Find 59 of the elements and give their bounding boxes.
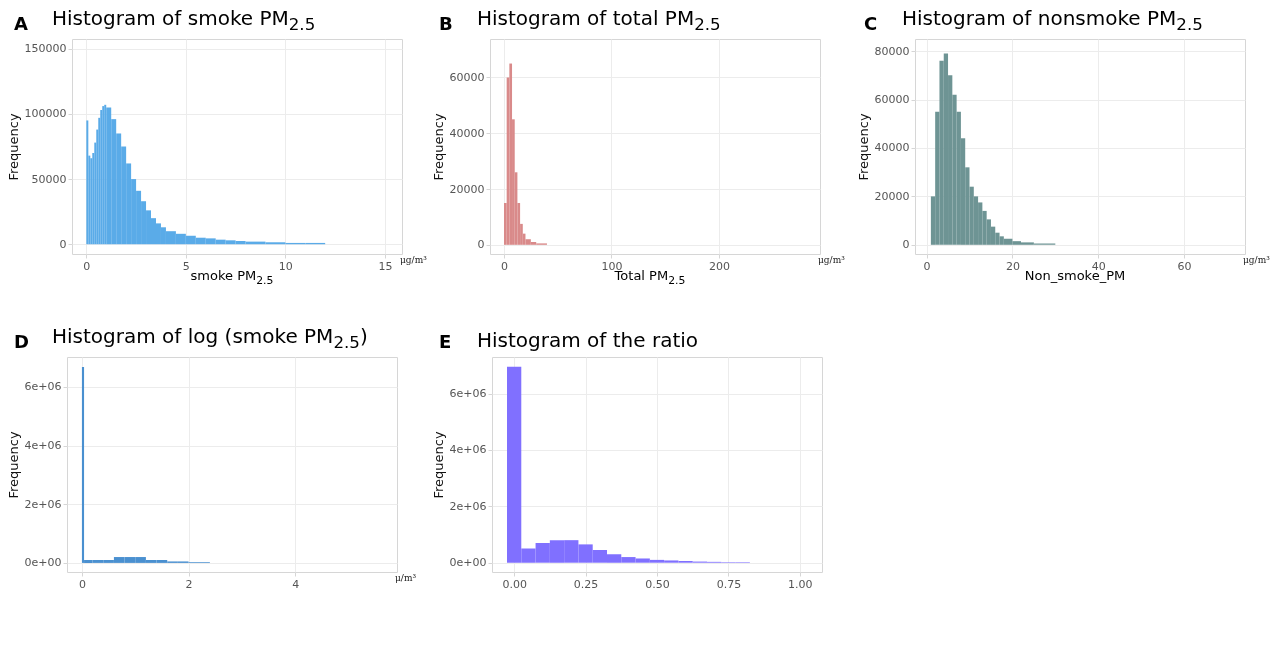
x-tick-label: 15 [378, 259, 393, 273]
text: μg/m³ [818, 255, 845, 265]
y-tick-label: 40000 [449, 126, 485, 140]
y-tick-label: 4e+06 [24, 439, 62, 453]
x-tick-label: 0.75 [716, 577, 742, 591]
x-tick-label: 0 [78, 577, 86, 591]
chart-title: Histogram of the ratio [477, 328, 699, 352]
y-tick-label: 4e+06 [449, 443, 487, 457]
x-tick-label: 0.50 [645, 577, 670, 591]
y-tick-label: 0e+00 [24, 556, 62, 570]
y-axis-title: Frequency [430, 431, 446, 499]
y-tick-label: 40000 [874, 141, 910, 155]
x-tick-label: 0.00 [502, 577, 527, 591]
text: E [438, 331, 453, 352]
y-tick-label: 20000 [874, 189, 910, 203]
y-tick-label: 0 [477, 238, 485, 252]
text: μ/m³ [395, 573, 417, 583]
y-tick-label: 0e+00 [449, 556, 487, 570]
x-tick-label: 0 [923, 259, 931, 273]
text: B [438, 13, 454, 34]
chart-title: Histogram of total PM$_{2.5}$ [477, 6, 721, 34]
text: μg/m³ [400, 255, 427, 265]
x-tick-label: 0.25 [573, 577, 599, 591]
x-tick-label: 0 [500, 259, 508, 273]
chart-title: Histogram of nonsmoke PM$_{2.5}$ [902, 6, 1203, 34]
x-tick-label: 5 [182, 259, 190, 273]
y-tick-label: 2e+06 [449, 499, 487, 513]
y-tick-label: 100000 [24, 107, 67, 121]
text: A [13, 13, 29, 34]
y-tick-label: 50000 [31, 172, 67, 186]
x-tick-label: 200 [708, 259, 730, 273]
y-tick-label: 0 [902, 238, 910, 252]
y-axis-title: Frequency [430, 113, 446, 181]
text: D [13, 331, 30, 352]
text: μg/m³ [1243, 255, 1270, 265]
y-tick-label: 150000 [24, 42, 67, 56]
y-tick-label: 80000 [874, 44, 910, 58]
y-tick-label: 6e+06 [449, 387, 487, 401]
x-tick-label: 1.00 [788, 577, 813, 591]
y-axis-title: Frequency [5, 431, 21, 499]
y-tick-label: 20000 [449, 182, 485, 196]
x-tick-label: 60 [1177, 259, 1192, 273]
y-axis-title: Frequency [855, 113, 871, 181]
y-tick-label: 60000 [449, 70, 485, 84]
chart-title: Histogram of log (smoke PM$_{2.5}$) [52, 324, 368, 352]
y-axis-title: Frequency [5, 113, 21, 181]
y-tick-label: 60000 [874, 93, 910, 107]
y-tick-label: 6e+06 [24, 380, 62, 394]
y-tick-label: 2e+06 [24, 497, 62, 511]
y-tick-label: 0 [59, 237, 67, 251]
chart-title: Histogram of smoke PM$_{2.5}$ [52, 6, 316, 34]
x-axis-title: smoke PM$_{2.5}$ [190, 268, 274, 287]
x-tick-label: 10 [278, 259, 293, 273]
x-tick-label: 20 [1005, 259, 1020, 273]
x-tick-label: 4 [292, 577, 300, 591]
text: C [863, 13, 879, 34]
x-tick-label: 0 [83, 259, 91, 273]
x-axis-title: Total PM$_{2.5}$ [614, 268, 686, 287]
x-tick-label: 2 [185, 577, 193, 591]
